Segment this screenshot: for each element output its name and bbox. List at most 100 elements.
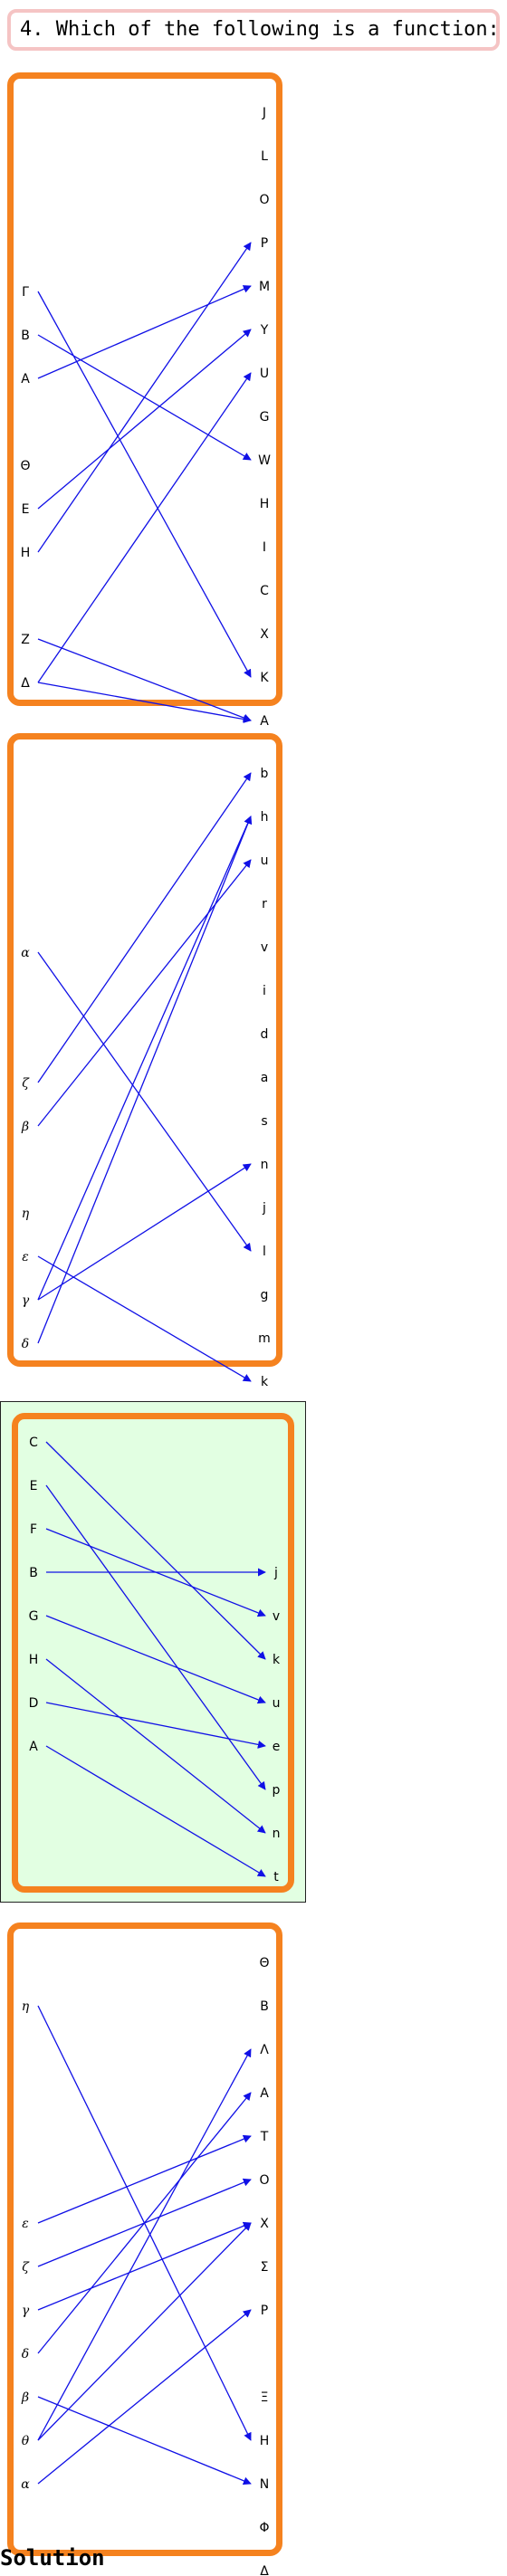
answer-option-1[interactable]: Γ B A Θ E H Z Δ J L O P M Y U G W H I C X K A <box>0 63 290 729</box>
codomain-label: u <box>261 854 269 868</box>
domain-label: α <box>21 946 30 960</box>
mapping-arrow <box>37 772 252 1083</box>
mapping-arrow <box>37 242 252 553</box>
mapping-arrow <box>45 1484 266 1790</box>
codomain-label: p <box>273 1783 281 1798</box>
mapping-arrow <box>37 2309 252 2485</box>
mapping-arrow <box>37 1163 252 1301</box>
codomain-label: J <box>262 106 266 120</box>
codomain-label: Σ <box>261 2260 269 2275</box>
codomain-label: h <box>261 810 269 825</box>
codomain-label: n <box>261 1158 269 1172</box>
mapping-arrow <box>37 951 252 1252</box>
domain-label: E <box>22 502 30 517</box>
mapping-arrow <box>45 1745 266 1877</box>
domain-label: Θ <box>20 459 30 473</box>
codomain-label: O <box>259 193 269 207</box>
domain-label: ε <box>22 1250 29 1264</box>
mapping-arrow <box>37 2134 252 2224</box>
codomain-label: m <box>258 1331 271 1346</box>
codomain-label: u <box>273 1696 281 1711</box>
codomain-label: C <box>260 584 269 598</box>
codomain-label: T <box>260 2130 269 2144</box>
domain-label: E <box>30 1479 38 1493</box>
domain-label: H <box>21 546 31 560</box>
domain-label: Γ <box>22 285 29 300</box>
domain-label: η <box>22 1999 30 2014</box>
codomain-label: Ξ <box>261 2390 269 2405</box>
mapping-arrow <box>37 816 253 1344</box>
mapping-arrow <box>45 1441 266 1660</box>
codomain-label: b <box>261 767 269 781</box>
domain-label: α <box>21 2477 30 2492</box>
codomain-label: Y <box>260 323 269 338</box>
answer-option-2[interactable]: α ζ β η ε γ δ b h u r v i d a s n j l g m k <box>0 724 290 1389</box>
question-text: 4. Which of the following is a function: <box>7 9 500 51</box>
mapping-arrow <box>37 291 252 678</box>
domain-label: γ <box>22 1293 30 1308</box>
codomain-label: k <box>261 1375 269 1389</box>
codomain-label: g <box>261 1288 269 1302</box>
codomain-label: l <box>263 1245 266 1259</box>
codomain-label: e <box>273 1740 281 1754</box>
codomain-label: H <box>260 497 270 511</box>
codomain-label: t <box>273 1870 279 1884</box>
domain-label: A <box>21 372 30 386</box>
answer-option-4[interactable]: η ε ζ γ δ β θ α Θ B Λ A T O X Σ P Ξ H N Φ Δ <box>0 1913 290 2576</box>
mapping-arrow <box>37 2396 252 2485</box>
mapping-arrow <box>37 816 252 1301</box>
codomain-label: A <box>260 714 269 729</box>
domain-label: η <box>22 1207 30 1221</box>
mapping-arrow <box>37 2222 252 2441</box>
mapping-arrow <box>37 1255 252 1382</box>
codomain-label: Δ <box>260 2564 269 2576</box>
mapping-arrow <box>37 329 252 510</box>
mapping-arrow <box>45 1615 266 1704</box>
codomain-label: X <box>260 2217 269 2231</box>
codomain-label: v <box>261 940 268 955</box>
domain-label: ζ <box>22 2260 30 2275</box>
mapping-arrow <box>37 638 252 722</box>
mapping-arrow <box>37 2092 252 2354</box>
mapping-card: Γ B A Θ E H Z Δ J L O P M Y U G W H I C X K A <box>7 72 282 729</box>
codomain-label: P <box>261 236 268 251</box>
domain-label: ε <box>22 2217 29 2231</box>
codomain-label: M <box>259 280 270 294</box>
codomain-label: L <box>261 149 268 164</box>
codomain-label: s <box>261 1114 267 1129</box>
mapping-arrow <box>37 372 252 683</box>
domain-label: Z <box>21 633 30 647</box>
codomain-label: N <box>260 2477 269 2492</box>
domain-label: C <box>29 1436 38 1450</box>
mapping-arrow <box>37 2048 252 2441</box>
mapping-diagram: Γ B A Θ E H Z Δ J L O P M Y U G W H I C X K A <box>20 106 271 729</box>
domain-label: Δ <box>21 676 30 691</box>
codomain-label: G <box>260 410 270 425</box>
domain-label: F <box>30 1522 37 1537</box>
codomain-label: Λ <box>260 2043 269 2057</box>
codomain-label: U <box>260 367 269 381</box>
mapping-arrow <box>37 682 252 724</box>
domain-label: δ <box>22 1337 29 1351</box>
domain-label: G <box>29 1609 39 1624</box>
codomain-label: X <box>260 627 269 642</box>
mapping-diagram: α ζ β η ε γ δ b h u r v i d a s n j l g m k <box>21 767 271 1389</box>
codomain-label: r <box>262 897 267 911</box>
mapping-arrow <box>37 2221 252 2311</box>
domain-label: H <box>29 1653 39 1667</box>
domain-label: A <box>29 1740 38 1754</box>
mapping-arrow <box>37 285 252 379</box>
mapping-diagram: C E F B G H D Aj v k u e p n t <box>29 1436 281 1884</box>
codomain-label: B <box>260 1999 269 2014</box>
domain-label: θ <box>22 2434 30 2448</box>
codomain-label: n <box>273 1827 281 1841</box>
domain-label: B <box>21 329 30 343</box>
codomain-label: k <box>273 1653 281 1667</box>
codomain-label: P <box>261 2304 268 2318</box>
mapping-arrow <box>37 859 252 1127</box>
codomain-label: A <box>260 2086 269 2101</box>
domain-label: ζ <box>22 1076 30 1091</box>
domain-label: B <box>29 1566 38 1580</box>
